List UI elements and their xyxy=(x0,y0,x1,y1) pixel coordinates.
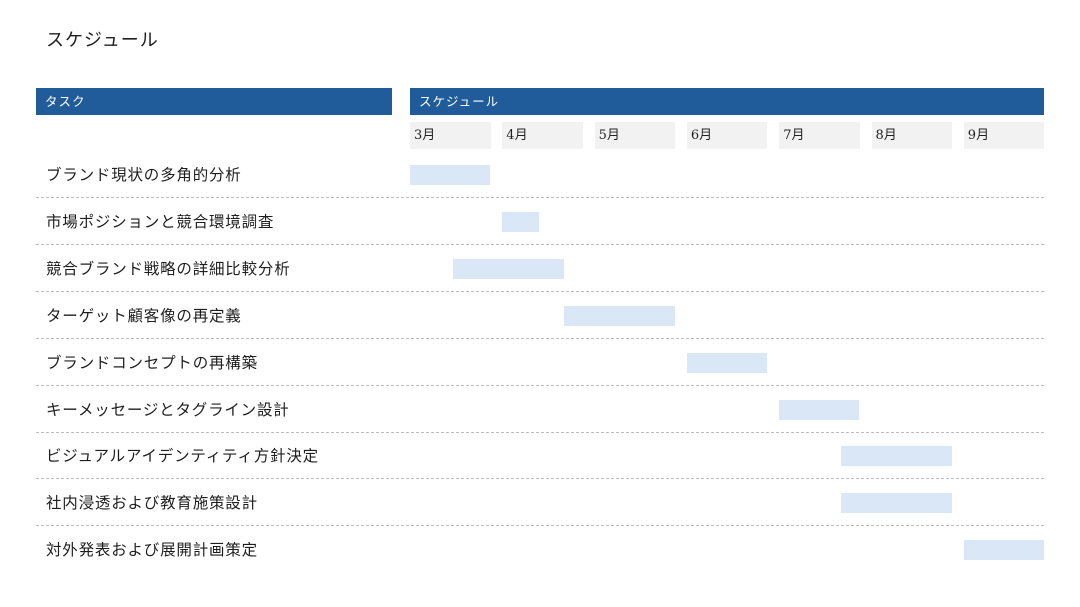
row-divider xyxy=(36,432,1044,433)
month-header: 5月 xyxy=(594,122,676,149)
task-label: 対外発表および展開計画策定 xyxy=(46,541,258,560)
task-bar xyxy=(410,165,491,185)
row-divider xyxy=(36,338,1044,339)
task-label: 市場ポジションと競合環境調査 xyxy=(46,212,275,231)
row-divider xyxy=(36,244,1044,245)
task-label: ターゲット顧客像の再定義 xyxy=(46,306,242,325)
task-bar xyxy=(686,352,768,373)
task-bar xyxy=(841,493,952,514)
month-header: 7月 xyxy=(779,122,860,149)
task-bar xyxy=(963,540,1045,561)
task-label: 競合ブランド戦略の詳細比較分析 xyxy=(46,259,291,278)
row-divider xyxy=(36,525,1044,526)
month-header: 8月 xyxy=(871,122,952,149)
task-label: ブランドコンセプトの再構築 xyxy=(46,353,258,372)
task-bar xyxy=(841,446,952,467)
month-header: 4月 xyxy=(502,122,583,149)
row-divider xyxy=(36,478,1044,479)
month-header: 3月 xyxy=(410,122,491,149)
task-bar xyxy=(564,305,675,326)
task-bar xyxy=(779,399,860,420)
month-header: 9月 xyxy=(963,122,1045,149)
task-bar xyxy=(502,211,540,232)
row-divider xyxy=(36,197,1044,198)
row-divider xyxy=(36,385,1044,386)
task-bar xyxy=(453,258,565,279)
task-label: ビジュアルアイデンティティ方針決定 xyxy=(46,447,319,466)
page-title: スケジュール xyxy=(46,30,159,51)
month-header: 6月 xyxy=(686,122,768,149)
task-label: 社内浸透および教育施策設計 xyxy=(46,494,258,513)
schedule-column-header: スケジュール xyxy=(410,88,1044,115)
task-label: キーメッセージとタグライン設計 xyxy=(46,400,290,419)
task-label: ブランド現状の多角的分析 xyxy=(46,166,242,184)
task-column-header: タスク xyxy=(36,88,392,115)
row-divider xyxy=(36,291,1044,292)
